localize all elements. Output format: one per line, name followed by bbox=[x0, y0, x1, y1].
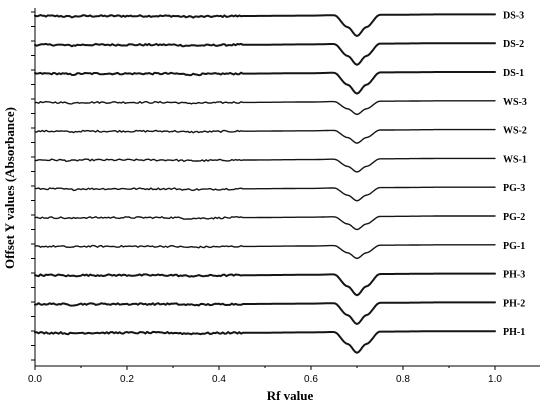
series-line-ds-2 bbox=[34, 42, 496, 66]
series-labels: DS-3 DS-2 DS-1 WS-3 WS-2 WS-1 PG-3 PG-2 PG-1 PH-3… bbox=[503, 10, 527, 338]
series-line-ph-3 bbox=[34, 272, 496, 297]
x-tick-label: 0.2 bbox=[120, 374, 134, 385]
x-tick-label: 0.4 bbox=[212, 374, 226, 385]
x-axis-ticks: 0.0 0.2 0.4 0.6 0.8 1.0 bbox=[28, 366, 502, 385]
series-line-pg-3 bbox=[34, 186, 496, 202]
series-line-pg-1 bbox=[34, 244, 496, 260]
series-line-pg-2 bbox=[34, 215, 496, 231]
x-axis-title: Rf value bbox=[267, 388, 314, 403]
series-label-ws-1: WS-1 bbox=[503, 154, 527, 165]
x-tick-label: 0.8 bbox=[396, 374, 410, 385]
x-tick-label: 1.0 bbox=[488, 374, 502, 385]
series-line-ws-2 bbox=[34, 128, 496, 144]
series-label-ws-2: WS-2 bbox=[503, 126, 527, 137]
x-tick-label: 0.0 bbox=[28, 374, 42, 385]
series-line-ds-3 bbox=[34, 13, 496, 37]
series-traces bbox=[34, 13, 496, 354]
series-label-ds-1: DS-1 bbox=[503, 68, 524, 79]
series-line-ws-3 bbox=[34, 100, 496, 116]
series-label-ws-3: WS-3 bbox=[503, 97, 527, 108]
series-label-ds-3: DS-3 bbox=[503, 10, 524, 21]
series-label-pg-3: PG-3 bbox=[503, 183, 525, 194]
series-label-ph-2: PH-2 bbox=[503, 298, 525, 309]
series-line-ph-2 bbox=[34, 301, 496, 325]
series-line-ph-1 bbox=[34, 330, 496, 354]
series-line-ds-1 bbox=[34, 71, 496, 95]
series-label-ph-3: PH-3 bbox=[503, 270, 525, 281]
y-axis-title: Offset Y values (Absorbance) bbox=[2, 107, 17, 269]
series-label-ph-1: PH-1 bbox=[503, 327, 525, 338]
series-line-ws-1 bbox=[34, 157, 496, 173]
y-axis-ticks bbox=[31, 11, 35, 361]
x-tick-label: 0.6 bbox=[304, 374, 318, 385]
series-label-pg-1: PG-1 bbox=[503, 241, 525, 252]
series-label-ds-2: DS-2 bbox=[503, 39, 524, 50]
series-label-pg-2: PG-2 bbox=[503, 212, 525, 223]
